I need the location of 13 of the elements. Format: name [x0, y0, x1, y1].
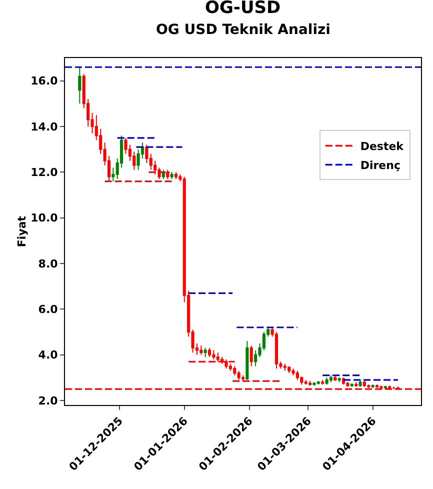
- y-tick-label: 14.0: [30, 120, 58, 134]
- legend-label: Destek: [360, 140, 404, 153]
- y-tick-label: 12.0: [30, 166, 58, 179]
- y-axis-title: Fiyat: [16, 216, 29, 248]
- y-tick-label: 16.0: [30, 74, 58, 88]
- y-tick-label: 8.0: [38, 257, 58, 270]
- y-tick-label: 4.0: [38, 348, 58, 362]
- y-tick-label: 10.0: [30, 212, 58, 225]
- y-tick-label: 6.0: [38, 302, 58, 316]
- chart-subtitle: OG USD Teknik Analizi: [156, 22, 330, 38]
- legend-label: Direnç: [360, 158, 400, 172]
- chart-title: OG-USD: [205, 0, 281, 18]
- y-tick-label: 2.0: [38, 394, 58, 408]
